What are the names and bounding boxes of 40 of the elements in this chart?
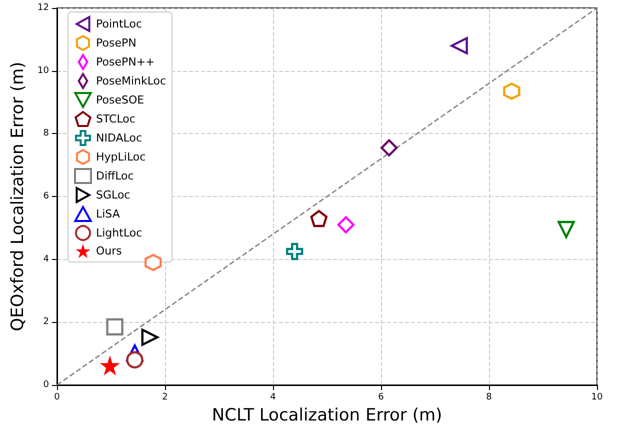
legend-label: NIDALoc bbox=[96, 132, 142, 144]
y-axis-title: QEOxford Localization Error (m) bbox=[8, 62, 28, 332]
point bbox=[106, 318, 124, 336]
point bbox=[503, 82, 520, 100]
legend-label: PointLoc bbox=[96, 18, 142, 30]
legend-label: DiffLoc bbox=[96, 170, 134, 182]
point bbox=[558, 220, 575, 238]
y-tick-label: 4 bbox=[43, 254, 50, 264]
y-tick-label: 6 bbox=[43, 192, 50, 202]
legend-label: PosePN bbox=[96, 36, 136, 50]
y-tick-label: 0 bbox=[43, 380, 50, 390]
legend-label: SGLoc bbox=[96, 188, 130, 202]
point bbox=[144, 254, 162, 272]
x-tick-label: 0 bbox=[54, 392, 60, 402]
x-tick-label: 10 bbox=[591, 392, 603, 402]
point bbox=[337, 216, 354, 234]
point bbox=[310, 210, 328, 228]
x-axis-title: NCLT Localization Error (m) bbox=[212, 406, 442, 426]
point bbox=[380, 139, 398, 156]
x-tick-label: 8 bbox=[486, 392, 492, 402]
point bbox=[286, 242, 304, 260]
legend-label: LiSA bbox=[96, 208, 120, 220]
point bbox=[100, 356, 120, 376]
legend-label: Ours bbox=[96, 244, 122, 258]
point bbox=[450, 37, 468, 54]
y-tick-label: 10 bbox=[38, 66, 50, 76]
point bbox=[126, 351, 144, 368]
legend-label: PosePN++ bbox=[96, 56, 155, 68]
y-tick-label: 2 bbox=[43, 317, 49, 328]
legend-label: HypLiLoc bbox=[96, 150, 146, 164]
x-tick-label: 2 bbox=[162, 392, 168, 402]
legend-label: PoseSOE bbox=[96, 94, 144, 106]
legend-label: PoseMinkLoc bbox=[96, 74, 166, 88]
y-tick-label: 12 bbox=[38, 3, 49, 13]
x-tick-label: 6 bbox=[378, 392, 384, 402]
x-tick-label: 4 bbox=[270, 392, 276, 402]
y-tick-label: 8 bbox=[43, 128, 50, 139]
legend-label: STCLoc bbox=[96, 112, 136, 126]
point bbox=[141, 328, 158, 346]
legend-label: LightLoc bbox=[96, 226, 142, 240]
